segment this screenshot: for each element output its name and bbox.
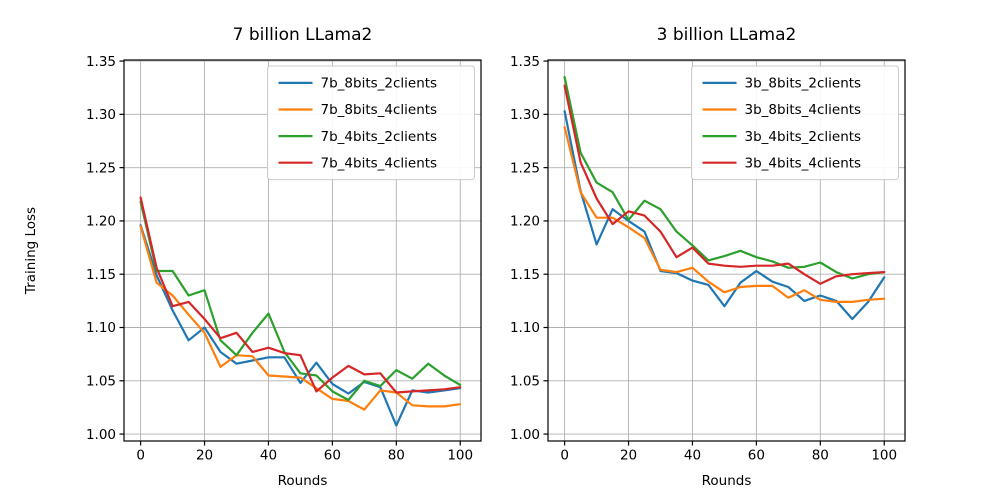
chart-1-legend-label-3b_8bits_2clients: 3b_8bits_2clients — [745, 76, 862, 92]
chart-0-ytick-label-0: 1.00 — [86, 427, 116, 443]
chart-0-ytick-label-5: 1.25 — [86, 160, 116, 176]
chart-0-xtick-label-1: 20 — [196, 448, 213, 464]
chart-1-legend-label-3b_4bits_2clients: 3b_4bits_2clients — [745, 129, 862, 145]
chart-0-xtick-label-4: 80 — [388, 448, 405, 464]
chart-0-ytick-label-7: 1.35 — [86, 54, 116, 70]
chart-0-ytick-label-6: 1.30 — [86, 107, 116, 123]
chart-0-xtick-label-0: 0 — [136, 448, 145, 464]
chart-1-ytick-label-7: 1.35 — [510, 54, 540, 70]
chart-1-legend-box — [691, 65, 899, 181]
chart-1-xtick-label-3: 60 — [748, 448, 765, 464]
chart-0-legend: 7b_8bits_2clients 7b_8bits_4clients 7b_4bi… — [267, 65, 475, 181]
chart-1-ytick-label-3: 1.15 — [510, 267, 540, 283]
chart-0-xtick-label-5: 100 — [447, 448, 473, 464]
chart-1-ytick-label-2: 1.10 — [510, 320, 540, 336]
chart-0-ylabel: Training Loss — [23, 207, 39, 295]
chart-0-xtick-label-3: 60 — [324, 448, 341, 464]
chart-1-title: 3 billion LLama2 — [657, 25, 797, 45]
chart-1-ytick-label-4: 1.20 — [510, 214, 540, 230]
chart-0-xtick-label-2: 40 — [260, 448, 277, 464]
chart-0-line-7b_4bits_2clients — [139, 200, 462, 402]
chart-1-xtick-label-0: 0 — [560, 448, 569, 464]
chart-1-legend-label-3b_4bits_4clients: 3b_4bits_4clients — [745, 155, 862, 171]
chart-0-ytick-label-4: 1.20 — [86, 214, 116, 230]
chart-0-ytick-label-2: 1.10 — [86, 320, 116, 336]
chart-1-line-3b_8bits_2clients — [563, 110, 886, 321]
chart-1-xtick-label-4: 80 — [812, 448, 829, 464]
chart-0-spines — [123, 59, 482, 442]
chart-0-title: 7 billion LLama2 — [233, 25, 373, 45]
chart-0-legend-box — [267, 65, 475, 181]
chart-0-legend-label-7b_8bits_2clients: 7b_8bits_2clients — [321, 76, 438, 92]
chart-1-spines — [547, 59, 906, 442]
chart-0: 0 20 40 60 80 100 1.00 1.05 1.10 1.15 1.20 1.25 1.30… — [23, 25, 482, 489]
chart-1-xtick-label-2: 40 — [684, 448, 701, 464]
chart-0-ytick-label-3: 1.15 — [86, 267, 116, 283]
chart-1-legend: 3b_8bits_2clients 3b_8bits_4clients 3b_4bi… — [691, 65, 899, 181]
chart-0-legend-label-7b_8bits_4clients: 7b_8bits_4clients — [321, 102, 438, 118]
chart-1-legend-label-3b_8bits_4clients: 3b_8bits_4clients — [745, 102, 862, 118]
chart-1-ytick-label-0: 1.00 — [510, 427, 540, 443]
chart-0-xlabel: Rounds — [278, 473, 328, 489]
chart-1-ytick-label-5: 1.25 — [510, 160, 540, 176]
chart-1-line-3b_4bits_4clients — [563, 84, 886, 285]
chart-1-ytick-label-6: 1.30 — [510, 107, 540, 123]
chart-1: 0 20 40 60 80 100 1.00 1.05 1.10 1.15 1.20 1.25 1.30… — [510, 25, 906, 489]
chart-0-line-7b_4bits_4clients — [139, 196, 462, 394]
chart-1-xtick-label-1: 20 — [620, 448, 637, 464]
chart-0-ytick-label-1: 1.05 — [86, 374, 116, 390]
chart-0-legend-label-7b_4bits_4clients: 7b_4bits_4clients — [321, 155, 438, 171]
chart-1-line-3b_4bits_2clients — [563, 75, 886, 280]
chart-1-ytick-label-1: 1.05 — [510, 374, 540, 390]
chart-0-line-7b_8bits_2clients — [139, 224, 462, 427]
chart-1-xtick-label-5: 100 — [871, 448, 897, 464]
chart-0-line-7b_8bits_4clients — [139, 225, 462, 411]
chart-1-xlabel: Rounds — [702, 473, 752, 489]
chart-0-legend-label-7b_4bits_2clients: 7b_4bits_2clients — [321, 129, 438, 145]
